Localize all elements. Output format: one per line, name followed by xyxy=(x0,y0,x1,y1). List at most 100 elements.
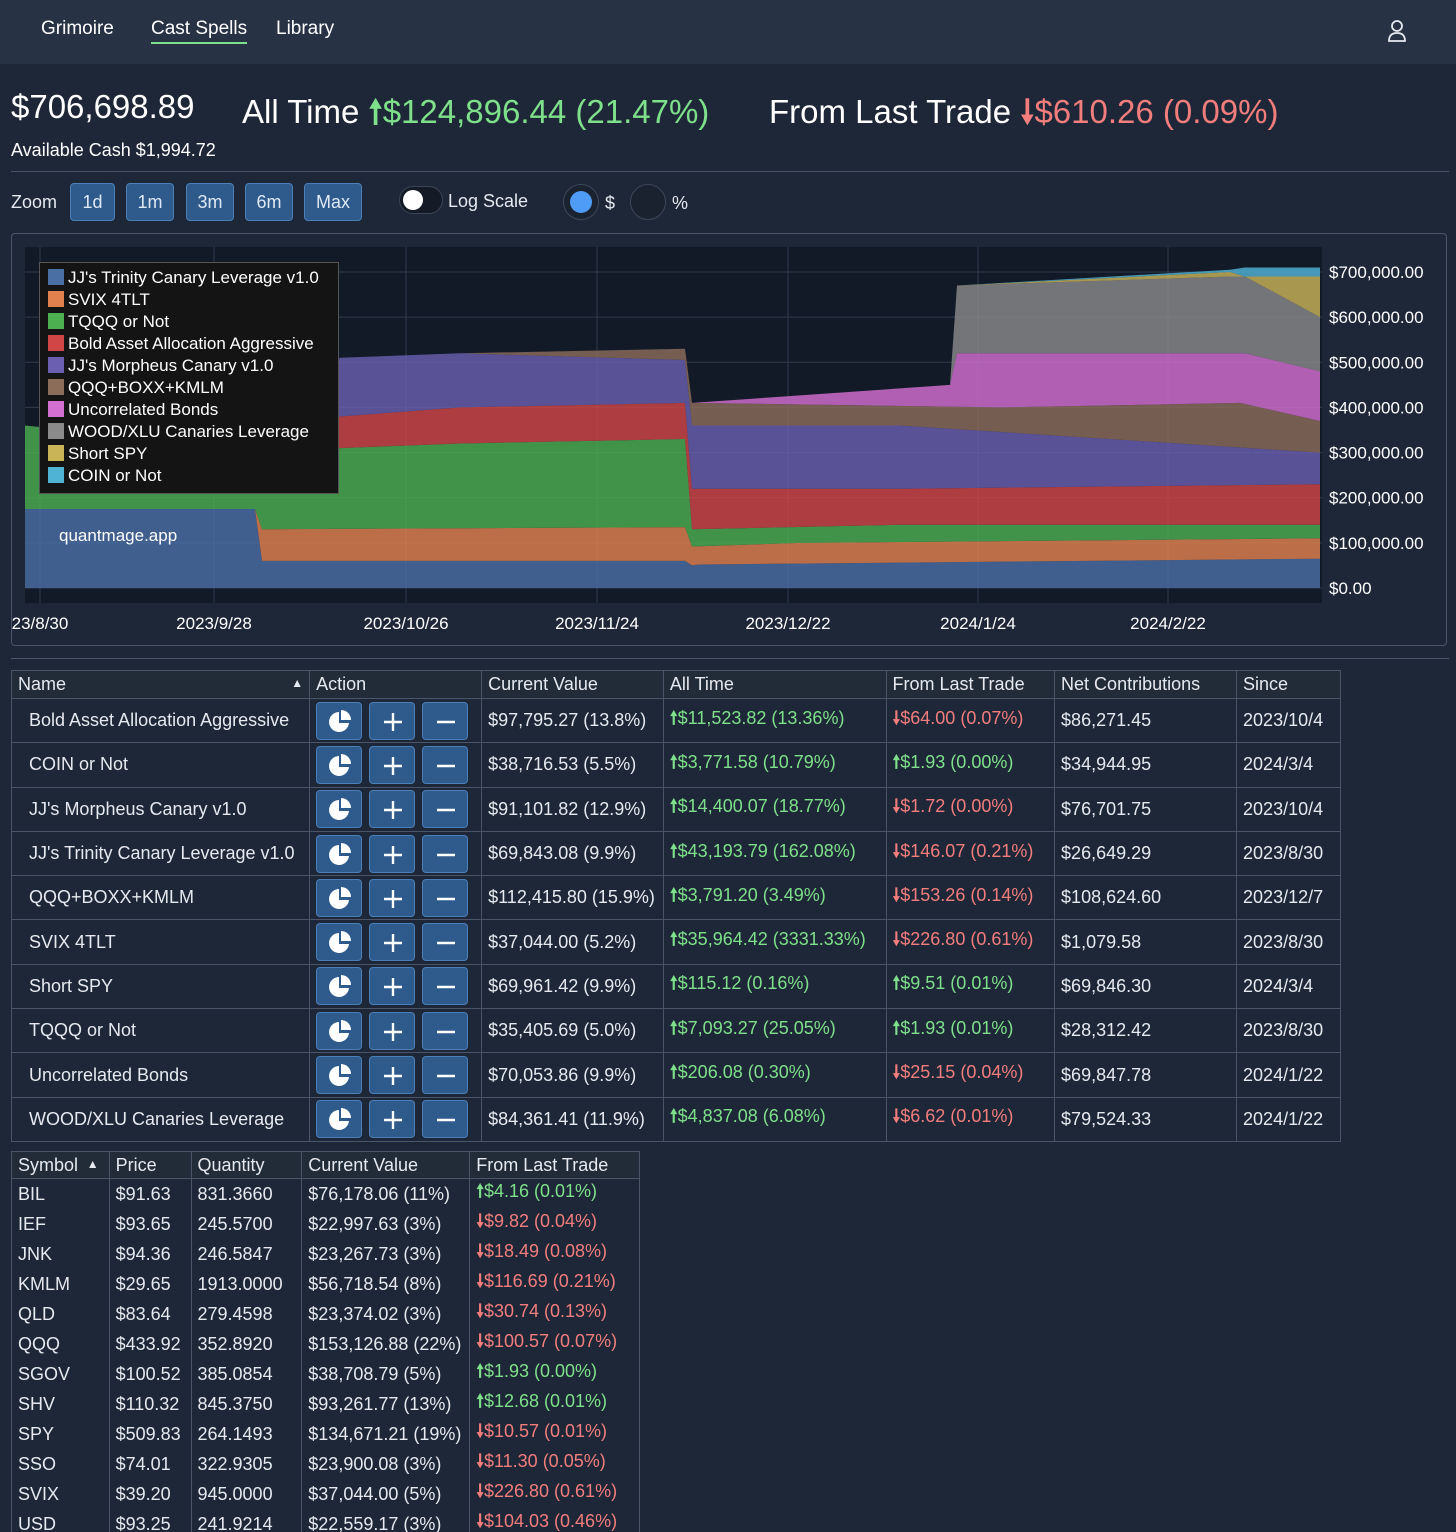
deposit-button[interactable] xyxy=(369,1056,416,1095)
allocation-button[interactable] xyxy=(316,790,363,829)
nav-grimoire[interactable]: Grimoire xyxy=(41,18,114,39)
since-date: 2023/8/30 xyxy=(1236,1008,1341,1054)
nav-library[interactable]: Library xyxy=(276,18,335,39)
last-trade-change: 🠗$11.30 (0.05%) xyxy=(469,1449,640,1479)
legend-item[interactable]: JJ's Trinity Canary Leverage v1.0 xyxy=(48,268,319,290)
col-header-current-value[interactable]: Current Value xyxy=(301,1151,471,1179)
sort-asc-icon: ▲ xyxy=(86,1156,99,1171)
col-header-quantity[interactable]: Quantity xyxy=(190,1151,303,1179)
strategy-name[interactable]: Bold Asset Allocation Aggressive xyxy=(10,697,311,744)
legend-item[interactable]: SVIX 4TLT xyxy=(48,290,150,312)
change-value: $1.72 (0.00%) xyxy=(900,796,1014,817)
col-header-last-trade[interactable]: From Last Trade xyxy=(885,670,1056,699)
quantity: 845.3750 xyxy=(190,1389,303,1419)
col-header-price[interactable]: Price xyxy=(108,1151,192,1179)
withdraw-button[interactable] xyxy=(422,834,469,873)
strategy-name[interactable]: JJ's Morpheus Canary v1.0 xyxy=(10,786,311,832)
legend-item[interactable]: Short SPY xyxy=(48,444,147,466)
allocation-button[interactable] xyxy=(316,701,363,740)
change-value: $115.12 (0.16%) xyxy=(677,973,810,994)
withdraw-button[interactable] xyxy=(422,701,469,740)
change-value: $9.82 (0.04%) xyxy=(483,1211,598,1231)
col-header-symbol[interactable]: Symbol ▲ xyxy=(11,1151,110,1179)
change-value: $1.93 (0.00%) xyxy=(483,1361,598,1381)
col-header-last-trade[interactable]: From Last Trade xyxy=(469,1151,640,1179)
zoom-1m-button[interactable]: 1m xyxy=(126,183,174,221)
withdraw-button[interactable] xyxy=(422,1056,469,1095)
strategy-name[interactable]: TQQQ or Not xyxy=(10,1008,311,1054)
deposit-button[interactable] xyxy=(369,1100,416,1139)
y-tick-label: $0.00 xyxy=(1329,579,1372,598)
change-value: $206.08 (0.30%) xyxy=(677,1062,811,1083)
log-scale-toggle[interactable] xyxy=(399,186,443,214)
strategy-name[interactable]: SVIX 4TLT xyxy=(10,919,311,965)
col-header-current-value[interactable]: Current Value xyxy=(481,670,664,699)
deposit-button[interactable] xyxy=(369,967,416,1006)
allocation-button[interactable] xyxy=(316,967,363,1006)
legend-item[interactable]: QQQ+BOXX+KMLM xyxy=(48,378,224,400)
withdraw-button[interactable] xyxy=(422,745,469,784)
zoom-max-button[interactable]: Max xyxy=(304,183,362,221)
deposit-button[interactable] xyxy=(369,834,416,873)
legend-item[interactable]: Bold Asset Allocation Aggressive xyxy=(48,334,314,356)
withdraw-button[interactable] xyxy=(422,790,469,829)
legend-item[interactable]: WOOD/XLU Canaries Leverage xyxy=(48,422,309,444)
deposit-button[interactable] xyxy=(369,923,416,962)
deposit-button[interactable] xyxy=(369,790,416,829)
withdraw-button[interactable] xyxy=(422,923,469,962)
col-header-since[interactable]: Since xyxy=(1236,670,1341,699)
col-header-net-contributions[interactable]: Net Contributions xyxy=(1054,670,1238,699)
change-value: $11.30 (0.05%) xyxy=(483,1451,606,1471)
arrow-down-icon: 🠗 xyxy=(476,1271,484,1291)
table-row: QLD $83.64 279.4598 $23,374.02 (3%) 🠗$30.74 … xyxy=(11,1299,640,1329)
allocation-button[interactable] xyxy=(316,1056,363,1095)
quantity: 245.5700 xyxy=(190,1209,303,1239)
change-value: $25.15 (0.04%) xyxy=(900,1062,1024,1083)
deposit-button[interactable] xyxy=(369,701,416,740)
zoom-6m-button[interactable]: 6m xyxy=(245,183,293,221)
deposit-button[interactable] xyxy=(369,745,416,784)
all-time-change: 🠕$3,771.58 (10.79%) xyxy=(662,742,887,788)
allocation-button[interactable] xyxy=(316,1100,363,1139)
radio-selected-dot xyxy=(570,191,592,213)
withdraw-button[interactable] xyxy=(422,1100,469,1139)
last-trade-change: 🠕$4.16 (0.01%) xyxy=(469,1178,640,1209)
allocation-button[interactable] xyxy=(316,745,363,784)
area-series xyxy=(25,353,1320,489)
col-header-name[interactable]: Name ▲ xyxy=(10,670,311,699)
unit-percent-radio[interactable] xyxy=(630,184,666,220)
withdraw-button[interactable] xyxy=(422,967,469,1006)
legend-item[interactable]: JJ's Morpheus Canary v1.0 xyxy=(48,356,273,378)
allocation-button[interactable] xyxy=(316,834,363,873)
arrow-down-icon: 🠗 xyxy=(892,1106,901,1127)
allocation-button[interactable] xyxy=(316,923,363,962)
user-icon[interactable] xyxy=(1386,19,1408,43)
arrow-up-icon: 🠕 xyxy=(476,1181,484,1201)
deposit-button[interactable] xyxy=(369,1011,416,1050)
withdraw-button[interactable] xyxy=(422,1011,469,1050)
change-value: $104.03 (0.46%) xyxy=(483,1511,618,1531)
allocation-button[interactable] xyxy=(316,878,363,917)
legend-item[interactable]: Uncorrelated Bonds xyxy=(48,400,218,422)
zoom-1d-button[interactable]: 1d xyxy=(70,183,115,221)
change-value: $153.26 (0.14%) xyxy=(900,884,1034,905)
withdraw-button[interactable] xyxy=(422,878,469,917)
x-tick-label: 2023/11/24 xyxy=(555,614,639,633)
unit-dollar-radio[interactable] xyxy=(563,184,599,220)
legend-swatch xyxy=(48,445,64,461)
arrow-down-icon: 🠗 xyxy=(892,884,901,905)
legend-item[interactable]: TQQQ or Not xyxy=(48,312,169,334)
zoom-3m-button[interactable]: 3m xyxy=(186,183,234,221)
strategy-name[interactable]: COIN or Not xyxy=(10,742,311,788)
allocation-button[interactable] xyxy=(316,1011,363,1050)
deposit-button[interactable] xyxy=(369,878,416,917)
strategy-name[interactable]: WOOD/XLU Canaries Leverage xyxy=(10,1096,311,1142)
strategy-name[interactable]: JJ's Trinity Canary Leverage v1.0 xyxy=(10,830,311,877)
legend-item[interactable]: COIN or Not xyxy=(48,466,162,488)
strategy-name[interactable]: Uncorrelated Bonds xyxy=(10,1052,311,1098)
strategy-name[interactable]: QQQ+BOXX+KMLM xyxy=(10,875,311,921)
nav-cast-spells[interactable]: Cast Spells xyxy=(151,18,248,44)
col-header-action: Action xyxy=(309,670,483,699)
strategy-name[interactable]: Short SPY xyxy=(10,963,311,1010)
col-header-all-time[interactable]: All Time xyxy=(662,670,887,699)
